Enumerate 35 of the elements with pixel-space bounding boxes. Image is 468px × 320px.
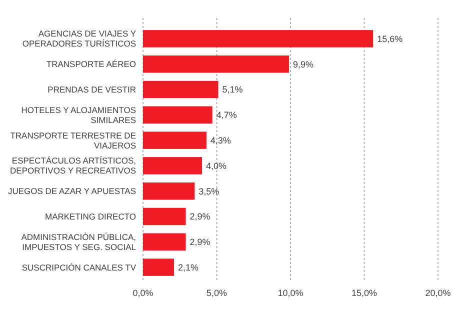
y-tick-label: AGENCIAS DE VIAJES Y OPERADORES TURÍSTICOS bbox=[22, 28, 136, 49]
bar bbox=[143, 132, 206, 149]
bar bbox=[143, 258, 174, 276]
bar bbox=[143, 157, 202, 174]
bar bbox=[143, 182, 195, 200]
data-label: 3,5% bbox=[198, 186, 220, 196]
data-label: 4,7% bbox=[216, 110, 237, 120]
y-tick-label: HOTELES Y ALOJAMIENTOS SIMILARES bbox=[21, 104, 136, 125]
data-label: 2,9% bbox=[190, 212, 210, 222]
data-label: 9,9% bbox=[293, 59, 314, 70]
bar bbox=[143, 30, 374, 48]
bar bbox=[143, 208, 186, 226]
bar bbox=[143, 80, 218, 98]
y-tick-label: TRANSPORTE TERRESTRE DE VIAJEROS bbox=[10, 130, 136, 150]
y-tick-label: PRENDAS DE VESTIR bbox=[48, 84, 136, 94]
data-label: 4,3% bbox=[210, 135, 231, 146]
data-label: 4,0% bbox=[206, 160, 227, 171]
x-tick-label: 5,0% bbox=[206, 288, 228, 298]
bar bbox=[143, 233, 186, 251]
data-label: 5,1% bbox=[222, 84, 243, 95]
y-tick-label: MARKETING DIRECTO bbox=[45, 211, 136, 222]
x-tick-label: 20,0% bbox=[425, 288, 451, 298]
data-label: 2,9% bbox=[190, 237, 210, 248]
data-label: 2,1% bbox=[178, 262, 198, 272]
x-tick-label: 10,0% bbox=[278, 288, 304, 298]
y-tick-label: ADMINISTRACIÓN PÚBLICA, IMPUESTOS Y SEG. SOCIAL bbox=[21, 232, 136, 252]
bar bbox=[143, 55, 290, 73]
y-tick-label: JUEGOS DE AZAR Y APUESTAS bbox=[8, 186, 136, 196]
y-tick-label: ESPECTÁCULOS ARTÍSTICOS, DEPORTIVOS Y RECREATIVOS bbox=[10, 156, 136, 176]
x-tick-label: 15,0% bbox=[351, 288, 378, 298]
data-label: 15,6% bbox=[377, 34, 403, 44]
bar bbox=[143, 106, 212, 124]
x-tick-label: 0,0% bbox=[132, 288, 154, 298]
y-tick-label: SUSCRIPCIÓN CANALES TV bbox=[22, 262, 136, 272]
y-tick-label: TRANSPORTE AÉREO bbox=[46, 59, 136, 70]
